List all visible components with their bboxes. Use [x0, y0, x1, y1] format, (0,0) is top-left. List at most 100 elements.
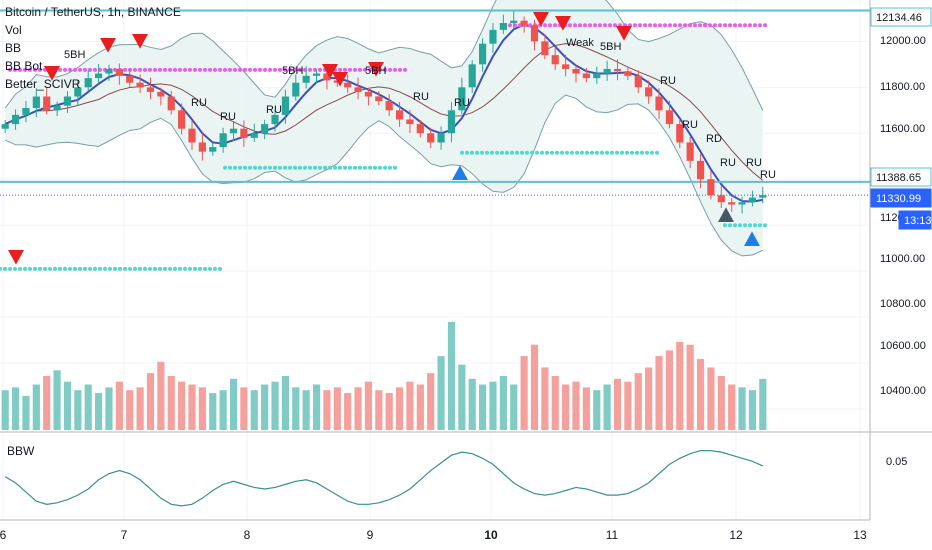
- volume-bar: [11, 387, 20, 430]
- signal-dot: [343, 67, 347, 72]
- signal-dot: [555, 150, 559, 155]
- signal-dot: [53, 266, 57, 271]
- bollinger-bands: [4, 0, 764, 257]
- bb-lower: [4, 94, 764, 257]
- signal-dot: [173, 67, 177, 72]
- signal-dot: [343, 165, 347, 170]
- signal-dot: [308, 67, 312, 72]
- signal-label: RU: [660, 75, 676, 87]
- signal-markers: [8, 12, 760, 265]
- signal-dot: [38, 67, 42, 72]
- signal-dot: [68, 266, 72, 271]
- signal-label: 5BH: [64, 49, 85, 61]
- signal-dot: [103, 266, 107, 271]
- signal-dot: [143, 266, 147, 271]
- time-axis[interactable]: 6 7 8 9 10 11 12 13: [0, 528, 867, 542]
- volume-bar: [510, 384, 518, 430]
- time-tick-label: 10: [484, 528, 498, 542]
- time-tick-label: 8: [244, 528, 251, 542]
- signal-dot: [328, 165, 332, 170]
- candle-body: [1, 124, 9, 129]
- bbw-line: [4, 450, 764, 507]
- signal-dot: [143, 67, 147, 72]
- signal-dot: [48, 266, 52, 271]
- sell-arrow: [322, 64, 338, 79]
- signal-dot: [525, 150, 529, 155]
- signal-dot: [183, 266, 187, 271]
- signal-dot: [723, 223, 727, 228]
- candle-body: [416, 124, 424, 134]
- candle-body: [593, 73, 601, 79]
- volume-bar: [292, 387, 300, 430]
- candlesticks[interactable]: [1, 11, 767, 214]
- bb-basis: [4, 43, 764, 181]
- signal-dot: [198, 67, 202, 72]
- candle-body: [32, 96, 40, 108]
- volume-bar: [759, 378, 767, 430]
- candle-body: [759, 195, 767, 198]
- price-label-last-price[interactable]: [870, 188, 932, 208]
- signal-dot: [603, 23, 607, 28]
- indicator-vol[interactable]: Vol: [5, 23, 22, 37]
- signal-dot: [728, 23, 732, 28]
- signal-dot: [78, 67, 82, 72]
- bbw-pane-title: BBW: [7, 444, 35, 458]
- price-axis[interactable]: 12000.0011800.0011600.0011400.0011200.00…: [870, 7, 932, 397]
- signal-dot: [278, 165, 282, 170]
- signal-dot: [68, 67, 72, 72]
- signal-dot: [333, 165, 337, 170]
- volume-bar: [624, 381, 632, 430]
- price-label-horizontal-line[interactable]: [870, 7, 932, 27]
- indicator-bb-bot[interactable]: BB Bot: [5, 59, 43, 73]
- signal-dot: [668, 23, 672, 28]
- volume-bar: [84, 384, 92, 430]
- symbol-title[interactable]: Bitcoin / TetherUS, 1h, BINANCE: [5, 5, 181, 19]
- sell-arrow: [368, 62, 384, 77]
- signal-dot: [313, 165, 317, 170]
- indicator-better-scivr[interactable]: Better_SCIVR: [5, 77, 81, 91]
- signal-dot: [630, 150, 634, 155]
- signal-dot: [758, 223, 762, 228]
- signal-dot: [228, 67, 232, 72]
- candle-body: [427, 133, 435, 143]
- buy-arrow: [718, 207, 734, 222]
- signal-dot: [213, 266, 217, 271]
- candle-body: [105, 68, 113, 74]
- candle-body: [499, 22, 507, 30]
- volume-bar: [115, 381, 123, 430]
- sell-arrow: [132, 34, 148, 49]
- signal-dot: [545, 150, 549, 155]
- signal-dot: [655, 150, 659, 155]
- signal-dot: [600, 150, 604, 155]
- volume-bar: [468, 378, 476, 430]
- candle-body: [188, 128, 196, 143]
- candle-body: [281, 96, 289, 115]
- bbw-tick-label: 0.05: [886, 456, 907, 468]
- sell-arrow: [8, 250, 24, 265]
- price-label-countdown[interactable]: [898, 210, 932, 230]
- signal-dot: [258, 67, 262, 72]
- moving-average: [4, 23, 763, 203]
- candle-body: [74, 87, 82, 97]
- signal-dot: [318, 67, 322, 72]
- signal-dot: [515, 150, 519, 155]
- candle-body: [676, 124, 684, 143]
- volume-bar: [696, 358, 705, 430]
- candle-body: [344, 82, 352, 88]
- horizontal-lines[interactable]: [0, 9, 870, 196]
- signal-dot: [83, 67, 87, 72]
- volume-bar: [676, 341, 684, 430]
- signal-dot: [73, 67, 77, 72]
- signal-dot: [683, 23, 687, 28]
- signal-dot: [358, 67, 362, 72]
- price-label-horizontal-line[interactable]: [870, 167, 932, 187]
- signal-dot: [323, 165, 327, 170]
- candle-body: [551, 55, 559, 65]
- signal-dot: [573, 23, 577, 28]
- volume-bar: [167, 376, 175, 430]
- volume-bar: [157, 361, 165, 430]
- signal-dot: [28, 67, 32, 72]
- indicator-bb[interactable]: BB: [5, 41, 22, 55]
- signal-dot: [595, 150, 599, 155]
